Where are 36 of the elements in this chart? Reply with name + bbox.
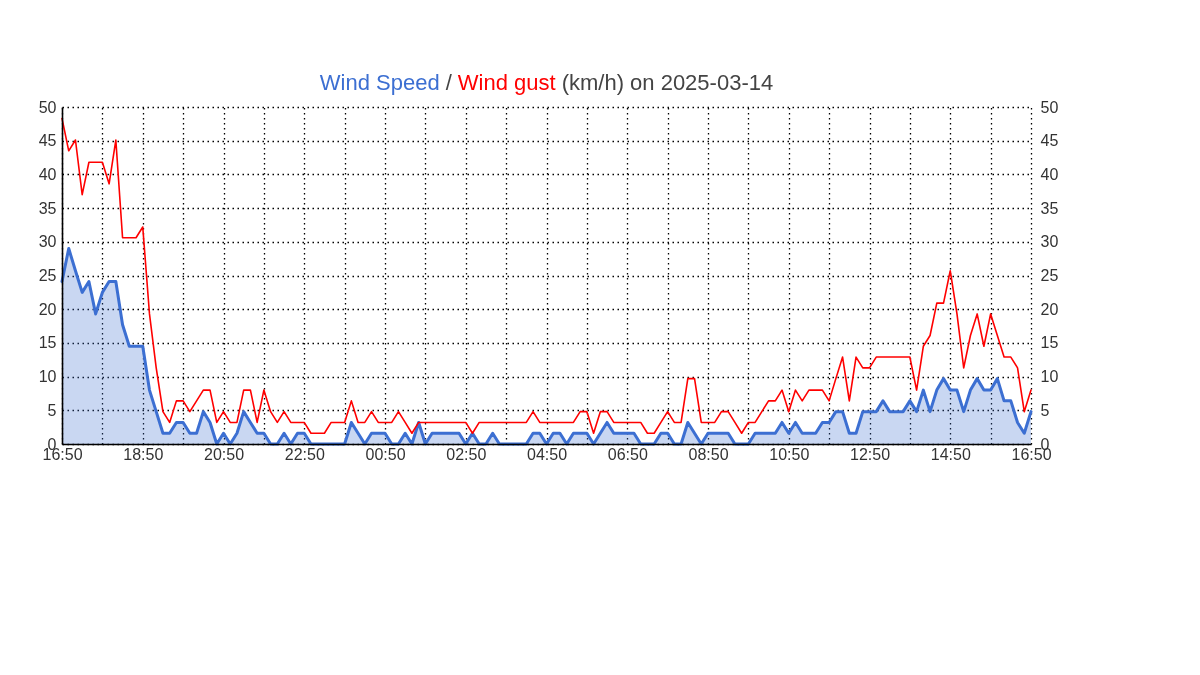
y2-tick-label: 10 (1040, 368, 1059, 386)
y-tick-label: 45 (38, 132, 57, 150)
x-tick-label: 12:50 (849, 445, 891, 463)
y-tick-label: 20 (38, 300, 57, 318)
y-tick-label: 25 (38, 267, 57, 284)
text: / (445, 70, 452, 96)
x-tick-label: 04:50 (526, 445, 568, 463)
line-series (61, 117, 1032, 435)
y2-tick-label: 20 (1040, 300, 1059, 318)
y2-tick-label: 15 (1040, 334, 1059, 352)
y2-tick-label: 5 (1040, 401, 1050, 419)
y-tick-label: 50 (38, 98, 57, 116)
y-tick-label: 40 (38, 165, 57, 183)
y2-tick-label: 50 (1040, 98, 1059, 116)
y2-tick-label: 30 (1040, 233, 1059, 251)
x-tick-label: 14:50 (930, 445, 971, 463)
x-tick-label: 20:50 (203, 445, 245, 463)
y2-tick-label: 25 (1040, 267, 1059, 284)
y2-tick-label: 35 (1040, 199, 1059, 217)
text: Wind gust (457, 70, 556, 96)
x-tick-label: 18:50 (123, 445, 164, 463)
y-tick-label: 15 (38, 334, 57, 352)
x-tick-label: 00:50 (365, 445, 406, 463)
y-tick-label: 10 (38, 368, 57, 386)
x-tick-label: 06:50 (607, 445, 648, 463)
y2-tick-label: 45 (1040, 132, 1059, 150)
y2-tick-label: 40 (1040, 165, 1059, 183)
chart-title: (km/h) on 2025-03-14 (561, 70, 774, 96)
x-tick-label: 22:50 (284, 445, 325, 463)
y-tick-label: 5 (47, 401, 57, 419)
x-tick-label: 02:50 (446, 445, 487, 463)
y-tick-label: 30 (38, 233, 57, 251)
x-tick-label: 10:50 (769, 445, 810, 463)
x-tick-label: 08:50 (688, 445, 729, 463)
text: Wind Speed (319, 70, 440, 96)
y-tick-label: 35 (38, 199, 57, 217)
